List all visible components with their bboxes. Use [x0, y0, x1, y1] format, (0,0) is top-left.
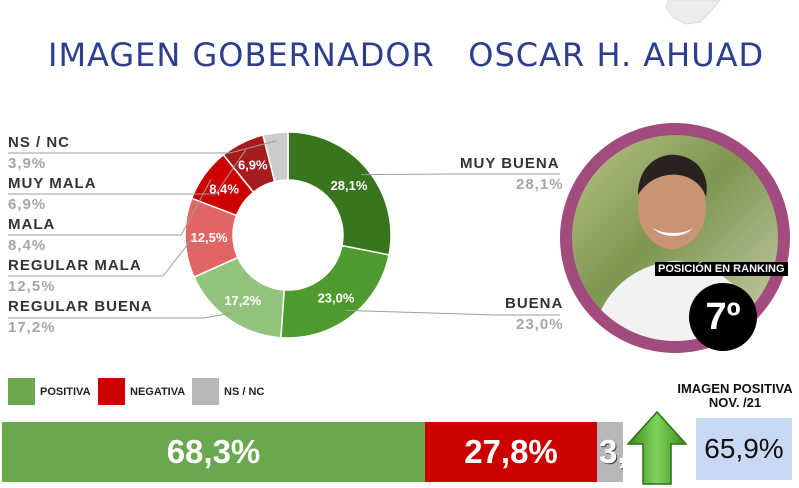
label-nsnc-name: NS / NC [8, 134, 71, 151]
label-muymala-name: MUY MALA [8, 175, 97, 192]
page-title: IMAGEN GOBERNADOR OSCAR H. AHUAD [48, 36, 765, 74]
donut-chart: 28,1% 23,0% 17,2% 12,5% 8,4% 6,9% [8, 131, 560, 339]
donut-slice-buena [280, 244, 390, 339]
label-regularmala-value: 12,5% [8, 278, 56, 295]
legend-item-negativa: NEGATIVA [98, 378, 185, 405]
legend-item-nsnc: NS / NC [192, 378, 264, 405]
bar-segment-positiva: 68,3% [2, 422, 425, 482]
label-buena-value: 23,0% [516, 316, 564, 333]
label-muymala-value: 6,9% [8, 196, 47, 213]
legend-swatch-positiva [8, 378, 35, 405]
leader-line-nsnc [8, 140, 277, 154]
donut-label-regularmala: 12,5% [191, 230, 228, 245]
legend-item-positiva: POSITIVA [8, 378, 91, 405]
donut-label-buena: 23,0% [318, 291, 355, 306]
leader-line-muymala [8, 149, 247, 195]
positive-image-title: IMAGEN POSITIVA NOV. /21 [677, 381, 793, 410]
positive-image-value: 65,9% [696, 418, 792, 480]
bar-segment-nsnc: 3,9% [597, 422, 623, 482]
legend-label-nsnc: NS / NC [224, 385, 265, 398]
leader-line-muybuena [361, 173, 560, 176]
ranking-value: 7º [689, 283, 757, 351]
leader-line-regularmala [8, 237, 194, 277]
donut-slice-muybuena [287, 131, 392, 256]
legend-label-negativa: NEGATIVA [130, 385, 186, 398]
label-nsnc-value: 3,9% [8, 155, 47, 172]
leader-line-regularbuena [8, 312, 234, 319]
bar-segment-negativa: 27,8% [425, 422, 597, 482]
label-mala-name: MALA [8, 216, 56, 233]
donut-slice-nsnc [262, 131, 289, 183]
donut-label-muymala: 6,9% [238, 157, 268, 172]
up-arrow-icon [626, 410, 688, 485]
leader-line-mala [8, 178, 212, 236]
legend-swatch-nsnc [192, 378, 219, 405]
leader-line-buena [345, 309, 560, 316]
label-regularbuena-value: 17,2% [8, 319, 56, 336]
label-mala-value: 8,4% [8, 237, 47, 254]
label-buena-name: BUENA [505, 295, 564, 312]
label-regularbuena-name: REGULAR BUENA [8, 298, 153, 315]
label-muybuena-value: 28,1% [516, 176, 564, 193]
label-regularmala-name: REGULAR MALA [8, 257, 142, 274]
ranking-tag: POSICIÓN EN RANKING [655, 262, 788, 276]
donut-label-muybuena: 28,1% [331, 178, 368, 193]
donut-label-regularbuena: 17,2% [224, 293, 261, 308]
legend-swatch-negativa [98, 378, 125, 405]
legend-label-positiva: POSITIVA [40, 385, 91, 398]
label-muybuena-name: MUY BUENA [460, 155, 560, 172]
